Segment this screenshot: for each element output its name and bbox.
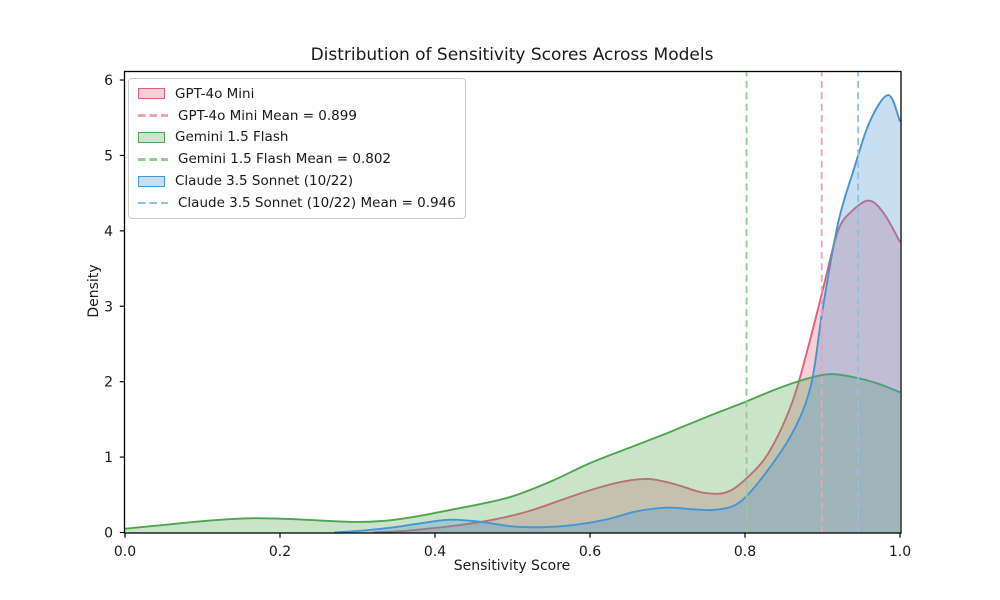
kde-fill-1 bbox=[125, 374, 900, 533]
legend: GPT-4o Mini GPT-4o Mini Mean = 0.899 Gem… bbox=[128, 78, 466, 219]
legend-swatch-gpt4o-mini bbox=[138, 88, 165, 100]
x-tick-label: 0.8 bbox=[734, 544, 756, 560]
legend-item-gemini-flash: Gemini 1.5 Flash bbox=[138, 127, 457, 149]
legend-dash-gemini-flash-mean bbox=[138, 157, 168, 161]
legend-label-gemini-flash: Gemini 1.5 Flash bbox=[175, 129, 289, 146]
kde-line-1 bbox=[124, 373, 901, 530]
legend-swatch-claude-sonnet bbox=[138, 175, 165, 187]
x-tick-label: 0.2 bbox=[269, 544, 291, 560]
y-tick-label: 5 bbox=[104, 148, 113, 164]
legend-label-gemini-flash-mean: Gemini 1.5 Flash Mean = 0.802 bbox=[178, 151, 392, 168]
y-tick-label: 1 bbox=[104, 450, 113, 466]
legend-label-gpt4o-mini-mean: GPT-4o Mini Mean = 0.899 bbox=[178, 107, 357, 124]
y-tick-label: 3 bbox=[104, 299, 113, 315]
legend-label-gpt4o-mini: GPT-4o Mini bbox=[175, 85, 255, 102]
y-tick-label: 2 bbox=[104, 375, 113, 391]
legend-item-gemini-flash-mean: Gemini 1.5 Flash Mean = 0.802 bbox=[138, 148, 457, 170]
legend-dash-claude-sonnet-mean bbox=[138, 201, 168, 205]
kde-line-0 bbox=[372, 199, 901, 534]
kde-fill-0 bbox=[373, 200, 900, 533]
x-tick-label: 0.0 bbox=[114, 544, 136, 560]
x-tick-label: 1.0 bbox=[889, 544, 911, 560]
kde-fill-2 bbox=[334, 95, 900, 533]
legend-dash-gpt4o-mini-mean bbox=[138, 114, 168, 117]
axes-spines bbox=[123, 70, 902, 534]
x-axis-label: Sensitivity Score bbox=[453, 558, 571, 574]
y-tick-label: 0 bbox=[104, 526, 113, 542]
legend-label-claude-sonnet-mean: Claude 3.5 Sonnet (10/22) Mean = 0.946 bbox=[178, 194, 456, 211]
legend-label-claude-sonnet: Claude 3.5 Sonnet (10/22) bbox=[175, 173, 354, 190]
legend-item-gpt4o-mini: GPT-4o Mini bbox=[138, 83, 457, 105]
y-axis-label: Density bbox=[86, 264, 102, 318]
x-tick-label: 0.4 bbox=[424, 544, 446, 560]
y-tick-label: 4 bbox=[104, 224, 113, 240]
legend-item-claude-sonnet: Claude 3.5 Sonnet (10/22) bbox=[138, 170, 457, 192]
legend-item-claude-sonnet-mean: Claude 3.5 Sonnet (10/22) Mean = 0.946 bbox=[138, 192, 457, 214]
x-tick-label: 0.6 bbox=[579, 544, 601, 560]
kde-line-2 bbox=[334, 94, 901, 534]
legend-item-gpt4o-mini-mean: GPT-4o Mini Mean = 0.899 bbox=[138, 105, 457, 127]
chart-title: Distribution of Sensitivity Scores Acros… bbox=[310, 45, 714, 65]
y-tick-label: 6 bbox=[104, 73, 113, 89]
legend-swatch-gemini-flash bbox=[138, 131, 165, 143]
